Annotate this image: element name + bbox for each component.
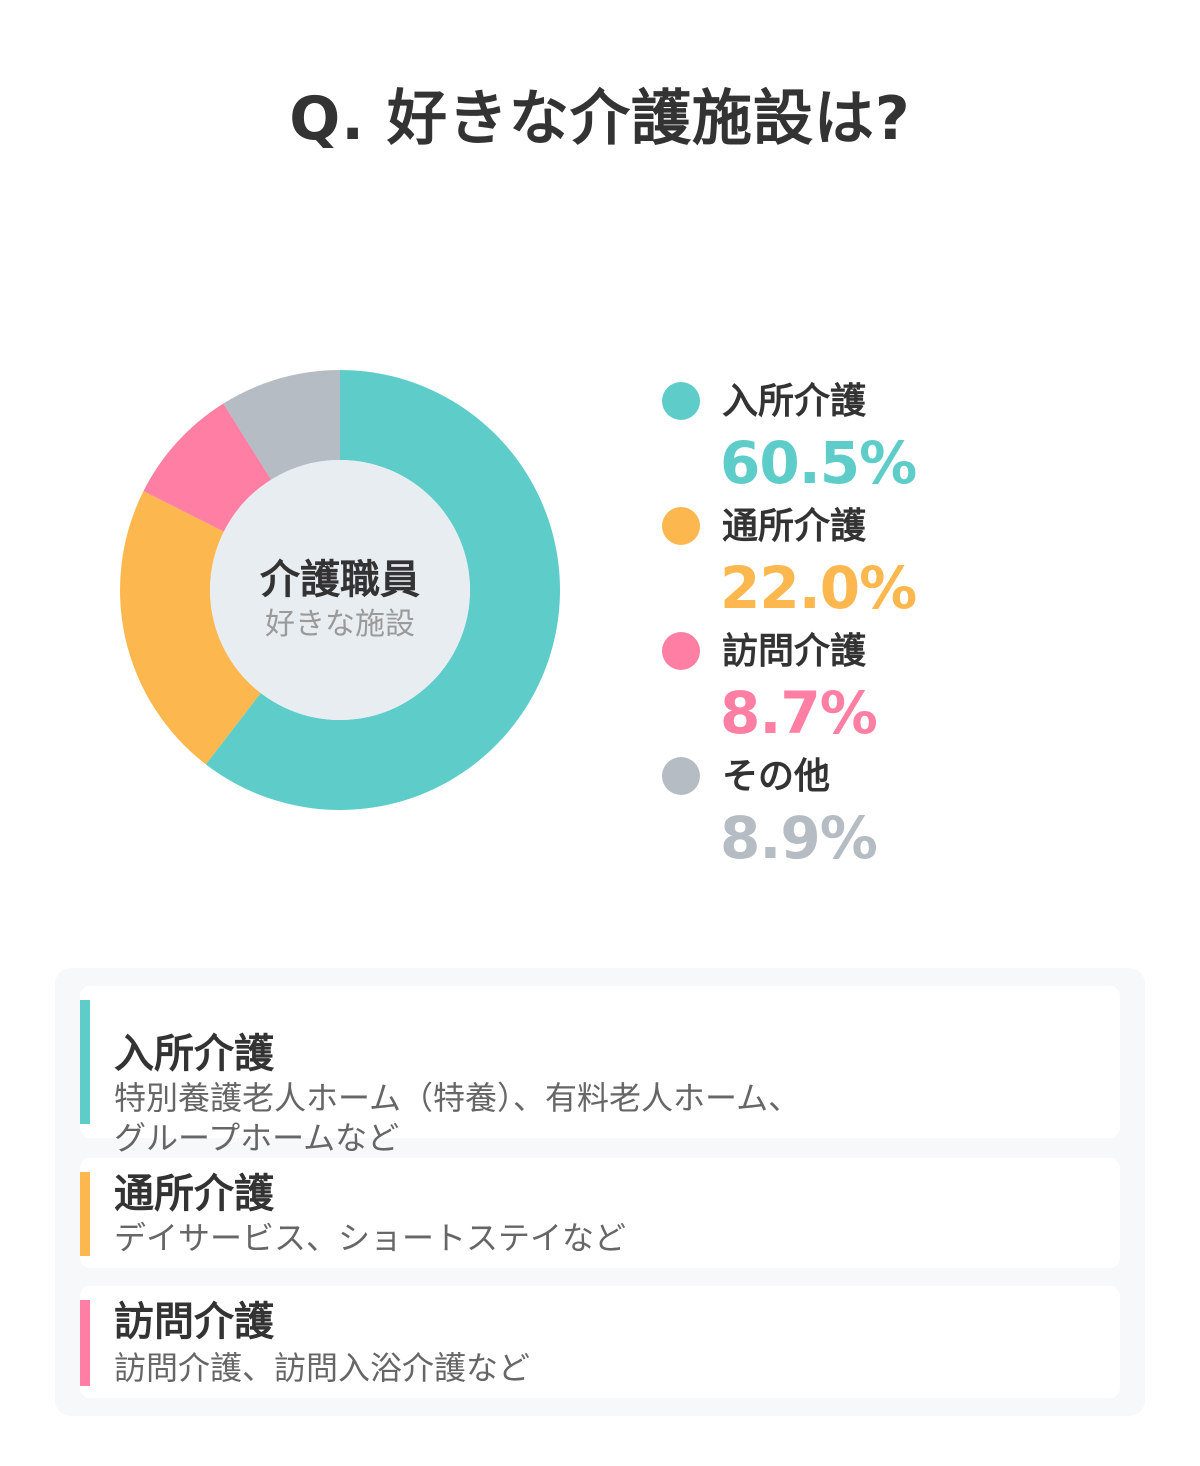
description-panel: 入所介護 特別養護老人ホーム（特養）、有料老人ホーム、 グループホームなど 通所… — [55, 968, 1145, 1416]
center-main-label: 介護職員 — [260, 557, 420, 603]
legend-label: 通所介護 — [722, 506, 867, 547]
card-description: デイサービス、ショートステイなど — [114, 1219, 627, 1257]
card-description: 特別養護老人ホーム（特養）、有料老人ホーム、 グループホームなど — [114, 1079, 801, 1157]
donut-hole — [210, 460, 470, 720]
legend-value: 8.9% — [720, 804, 878, 872]
legend-item: その他 8.9% — [660, 753, 1080, 878]
chart-legend: 入所介護 60.5% 通所介護 22.0% 訪問介護 8.7% その他 8.9% — [660, 378, 1080, 878]
card-description: 訪問介護、訪問入浴介護など — [114, 1349, 531, 1387]
card-title: 入所介護 — [114, 1031, 274, 1077]
description-card: 訪問介護 訪問介護、訪問入浴介護など — [80, 1286, 1120, 1398]
card-accent-bar — [80, 1000, 90, 1124]
card-title: 通所介護 — [114, 1171, 274, 1217]
donut-slice-4 — [223, 370, 340, 480]
card-accent-bar — [80, 1300, 90, 1386]
donut-center-label: 介護職員 好きな施設 — [210, 555, 470, 645]
legend-dot — [662, 507, 700, 545]
page-title: Q. 好きな介護施設は? — [289, 84, 911, 154]
legend-dot — [662, 382, 700, 420]
center-sub-label: 好きな施設 — [265, 607, 415, 642]
legend-dot — [662, 757, 700, 795]
card-accent-bar — [80, 1172, 90, 1256]
legend-dot — [662, 632, 700, 670]
legend-label: 訪問介護 — [722, 631, 867, 672]
legend-item: 入所介護 60.5% — [660, 378, 1080, 503]
legend-item: 通所介護 22.0% — [660, 503, 1080, 628]
donut-slice-3 — [143, 403, 272, 532]
legend-value: 22.0% — [720, 554, 917, 622]
legend-label: 入所介護 — [722, 381, 867, 422]
description-card: 通所介護 デイサービス、ショートステイなど — [80, 1158, 1120, 1268]
legend-item: 訪問介護 8.7% — [660, 628, 1080, 753]
legend-value: 60.5% — [720, 429, 917, 497]
legend-label: その他 — [722, 756, 831, 797]
donut-chart — [119, 370, 561, 810]
donut-slice-2 — [119, 491, 261, 765]
legend-value: 8.7% — [720, 679, 878, 747]
card-title: 訪問介護 — [114, 1299, 274, 1345]
donut-slice-1 — [205, 370, 561, 810]
description-card: 入所介護 特別養護老人ホーム（特養）、有料老人ホーム、 グループホームなど — [80, 986, 1120, 1157]
